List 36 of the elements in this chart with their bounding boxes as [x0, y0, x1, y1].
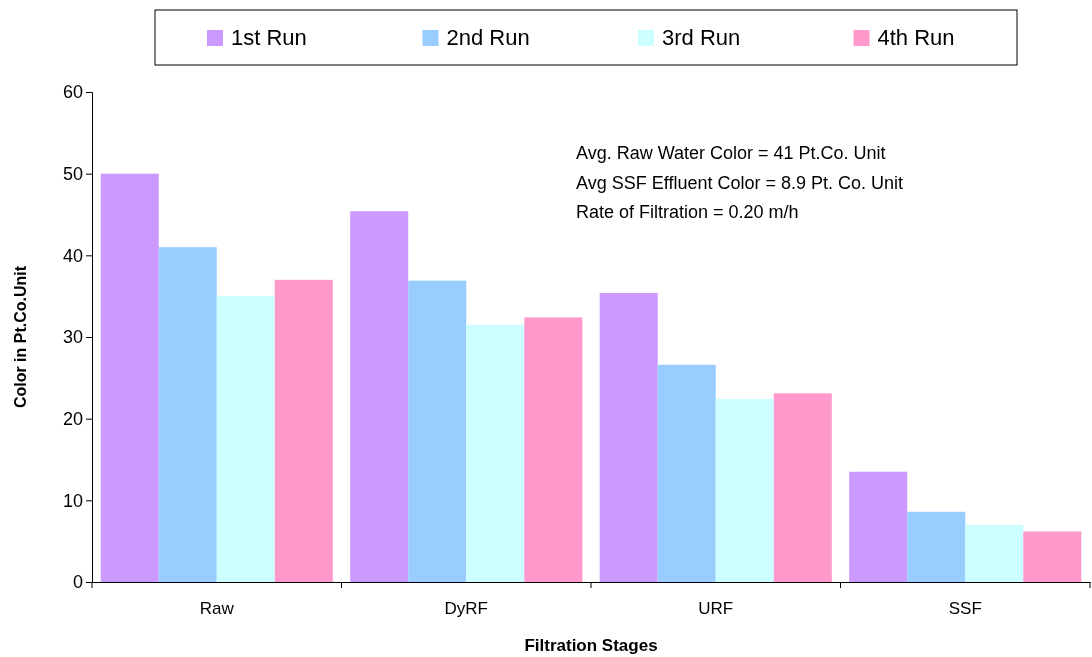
x-axis-title: Filtration Stages [524, 636, 658, 655]
y-tick-label: 10 [62, 490, 83, 511]
legend-label: 3rd Run [662, 25, 741, 50]
x-tick-label: URF [698, 598, 734, 618]
y-tick-label: 40 [62, 245, 83, 266]
legend-label: 2nd Run [446, 25, 530, 50]
bar [274, 279, 333, 582]
bar [657, 364, 716, 582]
bar [158, 247, 217, 582]
annotation: Avg. Raw Water Color = 41 Pt.Co. Unit [576, 143, 886, 163]
y-tick-label: 30 [62, 327, 83, 348]
bar [907, 511, 966, 582]
bar [599, 292, 658, 582]
y-tick-label: 60 [62, 82, 83, 103]
bar [524, 317, 583, 582]
bar [1023, 531, 1082, 582]
y-tick-label: 0 [72, 572, 83, 593]
legend-label: 1st Run [231, 25, 307, 50]
x-tick-label: SSF [948, 598, 982, 618]
bar [350, 211, 409, 582]
y-axis-title: Color in Pt.Co.Unit [12, 265, 29, 409]
bar [100, 173, 159, 582]
bar [216, 296, 275, 582]
annotation: Avg SSF Effluent Color = 8.9 Pt. Co. Unit [576, 172, 903, 193]
y-tick-label: 50 [62, 163, 83, 184]
legend-label: 4th Run [877, 25, 955, 50]
y-tick-label: 20 [62, 408, 83, 429]
x-tick-label: Raw [199, 598, 235, 618]
bar [408, 280, 467, 582]
bar [715, 399, 774, 582]
annotation: Rate of Filtration = 0.20 m/h [576, 202, 799, 222]
bar [466, 324, 525, 582]
bar [773, 393, 832, 582]
bar [849, 471, 908, 582]
x-tick-label: DyRF [444, 598, 488, 618]
bar [965, 524, 1024, 582]
